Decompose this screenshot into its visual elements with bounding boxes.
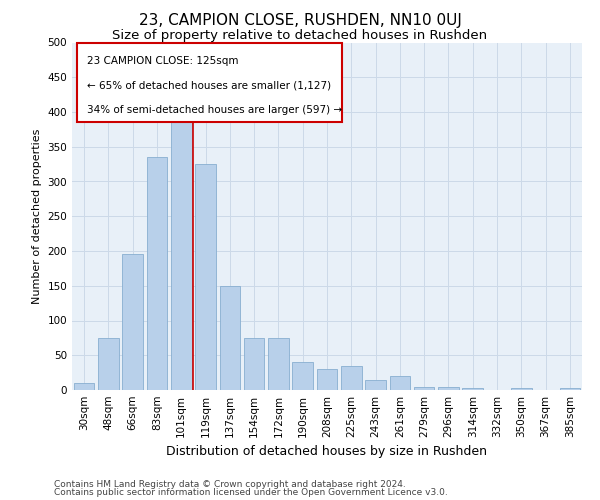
Text: ← 65% of detached houses are smaller (1,127): ← 65% of detached houses are smaller (1,… [88,80,331,90]
Bar [414,386,434,390]
Bar [220,286,240,390]
Text: 23 CAMPION CLOSE: 125sqm: 23 CAMPION CLOSE: 125sqm [88,56,239,66]
Bar [171,119,191,390]
Bar [560,388,580,390]
Bar [463,388,483,390]
Bar [74,383,94,390]
Bar [77,42,342,122]
Bar [146,157,167,390]
Bar [365,380,386,390]
Bar [438,386,459,390]
Bar [317,369,337,390]
Text: 23, CAMPION CLOSE, RUSHDEN, NN10 0UJ: 23, CAMPION CLOSE, RUSHDEN, NN10 0UJ [139,12,461,28]
Text: Contains HM Land Registry data © Crown copyright and database right 2024.: Contains HM Land Registry data © Crown c… [54,480,406,489]
Bar [389,376,410,390]
Bar [341,366,362,390]
Text: 34% of semi-detached houses are larger (597) →: 34% of semi-detached houses are larger (… [88,105,343,115]
Bar [292,362,313,390]
Bar [511,388,532,390]
Bar [98,338,119,390]
Bar [195,164,216,390]
X-axis label: Distribution of detached houses by size in Rushden: Distribution of detached houses by size … [167,446,487,458]
Bar [122,254,143,390]
Y-axis label: Number of detached properties: Number of detached properties [32,128,42,304]
Bar [244,338,265,390]
Text: Contains public sector information licensed under the Open Government Licence v3: Contains public sector information licen… [54,488,448,497]
Bar [268,338,289,390]
Text: Size of property relative to detached houses in Rushden: Size of property relative to detached ho… [112,29,488,42]
